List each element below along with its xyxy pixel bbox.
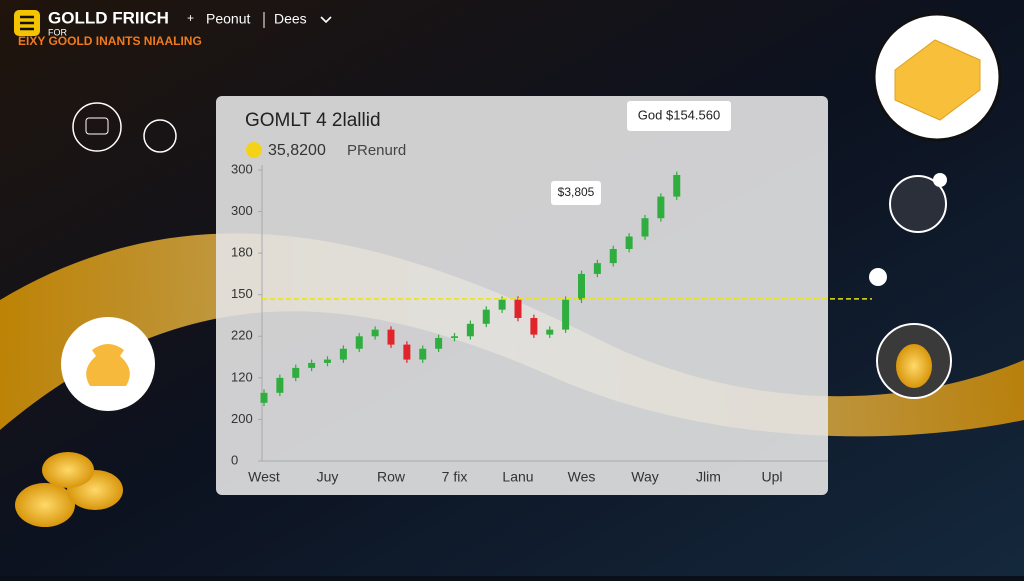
candle-body (657, 196, 665, 219)
legend-value: 35,8200 (268, 142, 326, 159)
candle-body (435, 337, 443, 349)
price-label (551, 181, 601, 205)
x-tick-label: Upl (761, 469, 782, 485)
brand: GOLLD FRIICH (48, 8, 169, 27)
y-tick-label: 300 (231, 203, 253, 218)
candle-body (609, 248, 617, 264)
candle-body (498, 299, 506, 310)
tagline: EIXY GOOLD INANTS NIAALING (18, 34, 202, 48)
x-tick-label: Row (377, 469, 406, 485)
notification-dot (933, 173, 947, 187)
chart-title: GOMLT 4 2lallid (245, 110, 381, 131)
candle-body (419, 348, 427, 360)
candle-body (451, 336, 458, 338)
x-tick-label: Lanu (502, 469, 533, 485)
x-tick-label: Juy (317, 469, 339, 485)
heart-button[interactable] (889, 175, 947, 233)
candle-body (466, 323, 474, 337)
chevron[interactable] (320, 16, 332, 24)
candle-body (324, 359, 331, 363)
candle-body (403, 344, 411, 360)
y-tick-label: 120 (231, 369, 253, 384)
candle-body (482, 309, 490, 324)
gold-bar-icon (894, 39, 981, 121)
candle-body (673, 174, 681, 197)
x-tick-label: West (248, 469, 280, 485)
coin-stack (15, 452, 123, 527)
tooltip (627, 101, 731, 131)
candle-body (371, 329, 379, 337)
y-tick-label: 0 (231, 452, 238, 467)
candle-body (625, 236, 633, 249)
plus: + (187, 11, 194, 25)
x-tick-label: 7 fix (442, 469, 468, 485)
y-tick-label: 220 (231, 328, 253, 343)
tooltip-text: God $154.560 (638, 107, 720, 122)
price-label-text: $3,805 (558, 185, 595, 199)
wallet-icon-body (85, 117, 109, 135)
x-tick-label: Wes (568, 469, 596, 485)
candle-body (387, 329, 395, 345)
candle-body (292, 367, 300, 378)
coins-icon (896, 344, 932, 388)
menu-item[interactable]: Dees (274, 11, 307, 27)
candle-body (514, 299, 522, 318)
legend-label: PRenurd (347, 142, 406, 159)
candle-body (593, 263, 601, 274)
candle-body (546, 329, 554, 335)
candle-body (578, 273, 585, 300)
menu-item[interactable]: Peonut (206, 11, 250, 27)
candle-body (260, 392, 268, 403)
logo-icon (20, 15, 34, 31)
candle-body (641, 218, 649, 237)
legend-dot (246, 142, 262, 158)
candle-body (276, 377, 284, 393)
y-tick-label: 200 (231, 411, 253, 426)
candle-body (530, 317, 538, 335)
x-tick-label: Jlim (696, 469, 721, 485)
candle-body (355, 336, 363, 349)
y-tick-label: 300 (231, 161, 253, 176)
candle-body (562, 299, 570, 330)
y-tick-label: 180 (231, 245, 253, 260)
candle-body (339, 348, 347, 360)
wallet-icon[interactable] (72, 102, 122, 152)
candle-body (308, 362, 316, 368)
refresh-icon[interactable] (143, 119, 177, 153)
pin-icon[interactable] (869, 268, 887, 286)
moneybag-icon (86, 344, 130, 386)
tagline-small: FOR (48, 27, 67, 37)
y-tick-label: 150 (231, 286, 253, 301)
x-tick-label: Way (631, 469, 658, 485)
